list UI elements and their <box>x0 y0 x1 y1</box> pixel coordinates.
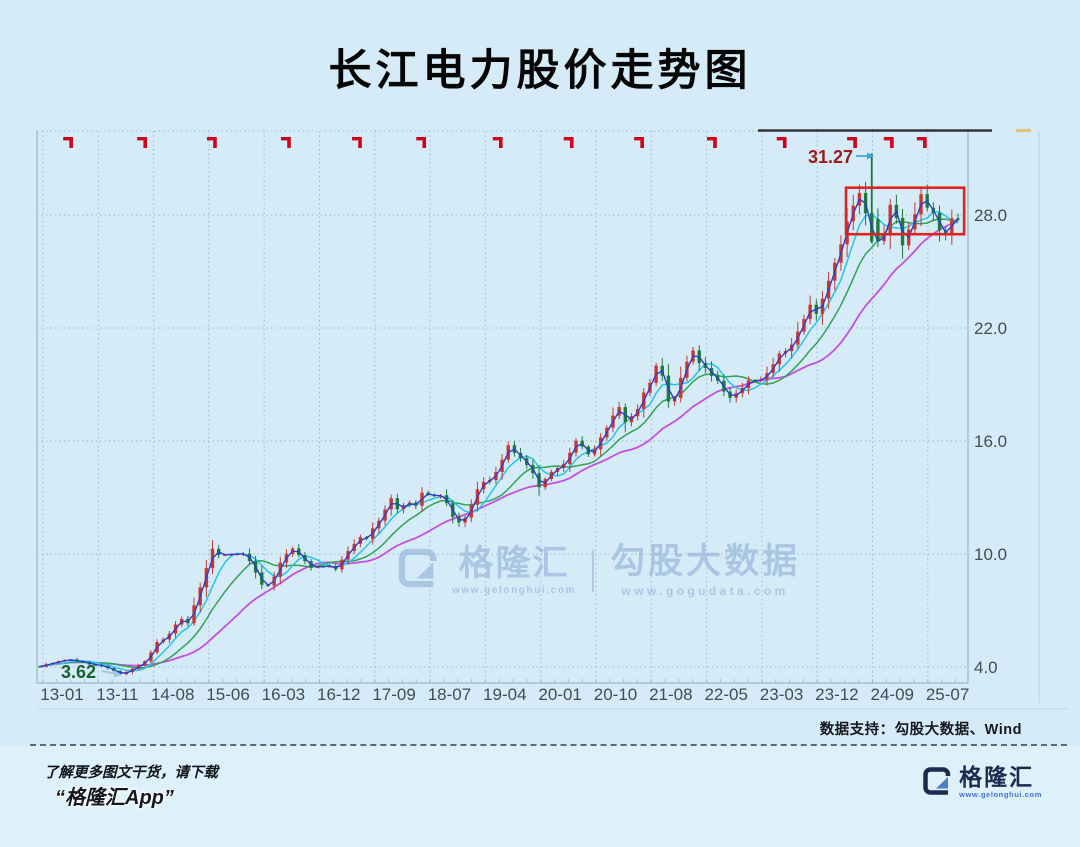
annotation-high-arrow-icon <box>867 152 874 160</box>
svg-text:13-01: 13-01 <box>40 685 83 704</box>
svg-text:17-09: 17-09 <box>372 685 415 704</box>
ma-line-fast <box>39 198 959 674</box>
gelonghui-logo-url: www.gelonghui.com <box>959 790 1042 799</box>
event-flag-icon <box>63 137 73 141</box>
dashed-separator <box>30 744 1067 746</box>
page-title: 长江电力股价走势图 <box>328 47 752 95</box>
svg-text:4.0: 4.0 <box>974 658 998 677</box>
svg-text:16-03: 16-03 <box>262 685 305 704</box>
event-flag-icon <box>916 137 927 141</box>
bottom-bar-promo-line1: 了解更多图文干货，请下载 <box>44 765 218 781</box>
watermark-product-text: 勾股大数据 <box>610 542 801 581</box>
annotation-low-label: 3.62 <box>61 662 96 682</box>
moving-average-lines <box>39 198 959 674</box>
svg-text:20-01: 20-01 <box>538 685 581 704</box>
bottom-bar-promo-line2: “格隆汇App” <box>55 787 174 809</box>
center-watermark: 格隆汇 www.gelonghui.com 勾股大数据 www.gogudata… <box>396 544 800 597</box>
svg-text:20-10: 20-10 <box>594 685 637 704</box>
svg-text:24-09: 24-09 <box>871 685 914 704</box>
svg-text:22.0: 22.0 <box>974 319 1007 338</box>
svg-text:28.0: 28.0 <box>974 206 1007 225</box>
event-flag-icon <box>492 137 503 141</box>
event-flag-icon <box>847 137 857 141</box>
watermark-divider <box>592 549 595 592</box>
data-support-note: 数据支持：勾股大数据、Wind <box>819 722 1022 738</box>
event-flag-icon <box>137 137 147 141</box>
grid-lines <box>37 130 968 683</box>
event-flag-icon <box>706 137 717 141</box>
svg-text:18-07: 18-07 <box>428 685 471 704</box>
event-flag-icon <box>563 137 574 141</box>
event-flag-icon <box>352 137 362 141</box>
ma-line-ma20 <box>39 220 959 668</box>
annotation-high-label: 31.27 <box>808 147 853 167</box>
highlight-box <box>844 186 966 236</box>
annotation-low-arrow-icon <box>114 670 122 678</box>
y-axis-labels: 28.0 22.0 16.0 10.0 4.0 <box>974 206 1007 677</box>
svg-text:10.0: 10.0 <box>974 545 1007 564</box>
event-markers <box>63 137 927 148</box>
svg-text:19-04: 19-04 <box>483 685 526 704</box>
axes <box>36 131 1068 710</box>
event-flag-icon <box>416 137 426 141</box>
svg-text:23-12: 23-12 <box>815 685 858 704</box>
watermark-brand-text: 格隆汇 <box>458 543 570 583</box>
svg-text:13-11: 13-11 <box>96 685 138 704</box>
event-flag-icon <box>634 137 644 141</box>
watermark-product-url: www.gogudata.com <box>621 584 789 598</box>
gelonghui-logo-text: 格隆汇 <box>959 764 1035 790</box>
svg-text:25-07: 25-07 <box>926 685 969 704</box>
gelonghui-logo-icon-watermark <box>396 547 440 594</box>
svg-text:16-12: 16-12 <box>317 685 360 704</box>
svg-text:23-03: 23-03 <box>760 685 803 704</box>
svg-text:22-05: 22-05 <box>704 685 747 704</box>
event-flag-icon <box>883 137 894 141</box>
ma-line-fast-top <box>39 198 959 674</box>
svg-text:14-08: 14-08 <box>151 685 194 704</box>
annotations: 31.27 3.62 <box>61 147 874 682</box>
svg-text:16.0: 16.0 <box>974 432 1007 451</box>
event-flag-icon <box>206 137 217 141</box>
event-flag-icon <box>776 137 787 141</box>
gelonghui-logo-icon <box>922 766 952 801</box>
event-flag-icon <box>281 137 291 141</box>
svg-text:15-06: 15-06 <box>206 685 249 704</box>
svg-text:21-08: 21-08 <box>649 685 692 704</box>
ma-line-ma10 <box>39 218 958 669</box>
x-axis-labels: 13-01 13-11 14-08 15-06 16-03 16-12 17-09 18-07… <box>40 685 969 704</box>
bottom-bar: 了解更多图文干货，请下载 “格隆汇App” 格隆汇 www.gelonghui.… <box>0 746 1080 847</box>
gelonghui-logo: 格隆汇 www.gelonghui.com <box>922 766 1042 801</box>
watermark-brand-url: www.gelonghui.com <box>452 584 577 596</box>
